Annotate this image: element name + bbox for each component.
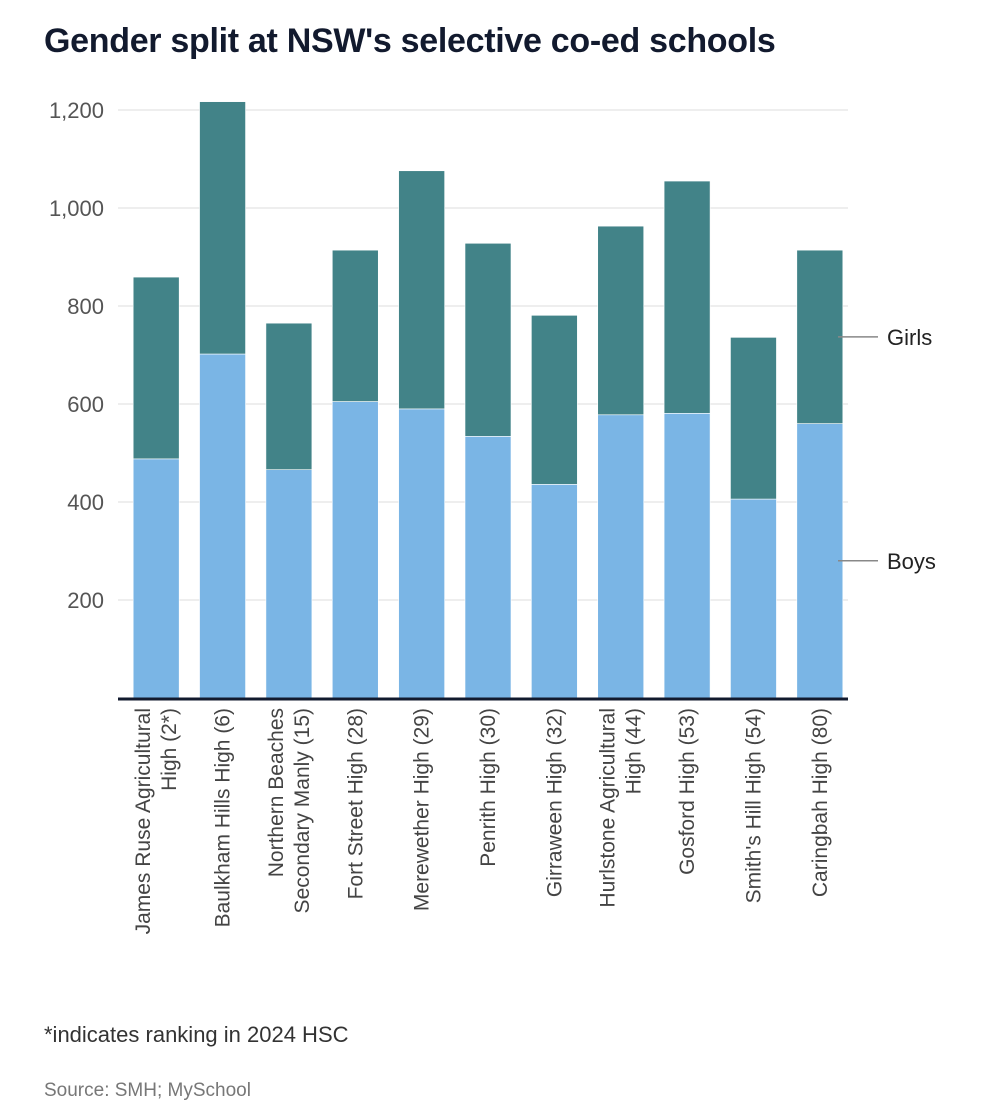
y-tick-label: 200 xyxy=(67,588,104,613)
bars xyxy=(132,101,844,699)
x-category-label: High (2*) xyxy=(158,708,181,791)
x-category-label: James Ruse Agricultural xyxy=(132,708,155,934)
bar-girls xyxy=(265,322,313,470)
bar-girls xyxy=(398,170,445,410)
bar-boys xyxy=(663,413,711,699)
bar-boys xyxy=(531,484,578,699)
x-category-label: Fort Street High (28) xyxy=(344,708,367,899)
source-note: Source: SMH; MySchool xyxy=(44,1080,251,1101)
bar-girls xyxy=(199,101,246,355)
bar-boys xyxy=(464,436,512,699)
y-tick-label: 1,200 xyxy=(49,98,104,123)
bar-girls xyxy=(531,315,578,485)
x-category-label: Northern Beaches xyxy=(265,708,288,877)
bar-girls xyxy=(663,180,711,414)
bar-boys xyxy=(597,414,645,699)
x-category-label: Merewether High (29) xyxy=(411,708,434,911)
bar-girls xyxy=(597,225,645,416)
bar-boys xyxy=(331,401,379,699)
y-tick-label: 1,000 xyxy=(49,196,104,221)
x-category-label: Penrith High (30) xyxy=(477,708,500,867)
stacked-bar-chart: 200 400 600 800 1,000 1,200 James Ruse Agricu… xyxy=(49,98,936,934)
y-tick-label: 600 xyxy=(67,392,104,417)
bar-boys xyxy=(796,423,844,699)
y-axis-ticks: 200 400 600 800 1,000 1,200 xyxy=(49,98,104,613)
x-category-label: Caringbah High (80) xyxy=(809,708,832,897)
y-tick-label: 400 xyxy=(67,490,104,515)
bar-girls xyxy=(730,337,777,500)
x-category-label: Smith's Hill High (54) xyxy=(742,708,765,903)
legend: Boys Girls xyxy=(838,325,936,574)
x-category-label: Gosford High (53) xyxy=(676,708,699,875)
bar-boys xyxy=(730,498,777,699)
x-category-label: Secondary Manly (15) xyxy=(291,708,314,913)
bar-boys xyxy=(265,469,313,699)
x-category-label: Hurlstone Agricultural xyxy=(597,708,620,908)
chart-title: Gender split at NSW's selective co-ed sc… xyxy=(44,22,776,60)
x-category-label: Girraween High (32) xyxy=(543,708,566,897)
bar-girls xyxy=(796,249,844,424)
legend-label-boys: Boys xyxy=(887,549,936,574)
bar-girls xyxy=(464,242,512,437)
x-category-label: High (44) xyxy=(623,708,646,794)
legend-label-girls: Girls xyxy=(887,325,932,350)
footnote: *indicates ranking in 2024 HSC xyxy=(44,1022,349,1047)
y-tick-label: 800 xyxy=(67,294,104,319)
bar-boys xyxy=(199,353,246,699)
x-category-label: Baulkham Hills High (6) xyxy=(212,708,235,927)
bar-boys xyxy=(132,458,180,699)
x-axis-labels: James Ruse Agricultural High (2*) Baulkham… xyxy=(132,708,832,934)
bar-girls xyxy=(132,276,180,460)
bar-girls xyxy=(331,249,379,402)
bar-boys xyxy=(398,408,445,699)
